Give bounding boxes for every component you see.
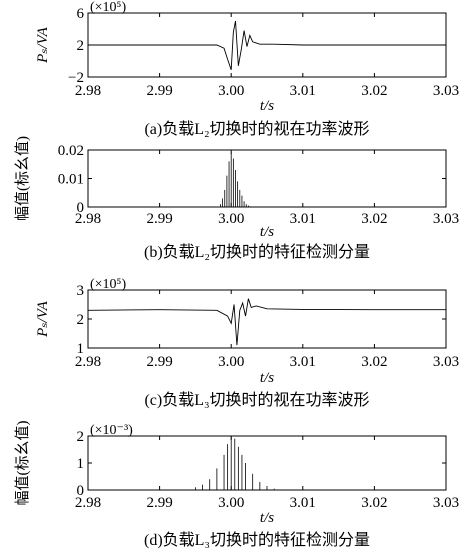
panel-b: 2.98 2.99 3.00 3.01 3.02 3.03 0 0.01 0.02 t/s 幅值(标… (14, 136, 459, 261)
y-axis-label: 幅值(标幺值) (14, 136, 31, 221)
x-tick-label: 3.00 (218, 83, 244, 99)
x-axis-label: t/s (260, 370, 274, 386)
y-tick-label: 1 (77, 341, 85, 357)
y-tick-label: 2 (77, 38, 85, 54)
panel-caption: (c)负载L₃切换时的视在功率波形 (144, 391, 369, 409)
series-line-c (87, 298, 446, 346)
axis-multiplier: (×10⁵) (90, 0, 126, 15)
panel-caption: (a)负载L₂切换时的视在功率波形 (144, 120, 369, 138)
x-tick-label: 3.00 (218, 354, 244, 370)
x-tick-label: 3.02 (361, 354, 387, 370)
axis-multiplier: (×10⁻³) (90, 423, 133, 438)
x-axis-label: t/s (260, 224, 274, 240)
x-tick-label: 2.99 (146, 83, 172, 99)
y-tick-label: 6 (77, 6, 85, 22)
y-tick-label: 3 (77, 283, 85, 299)
panel-caption: (d)负载L₃切换时的特征检测分量 (144, 531, 370, 549)
x-tick-label: 2.98 (75, 211, 101, 227)
y-tick-label: −2 (68, 70, 84, 86)
panel-c: 2.98 2.99 3.00 3.01 3.02 3.03 1 2 3 (×10⁵) t/s Pₛ/V… (35, 277, 459, 409)
x-tick-label: 3.02 (361, 83, 387, 99)
y-tick-label: 0 (77, 483, 85, 499)
x-tick-label: 3.02 (361, 211, 387, 227)
x-tick-label: 2.98 (75, 354, 101, 370)
y-tick-label: 1 (77, 456, 85, 472)
x-tick-label: 3.03 (433, 211, 459, 227)
x-tick-label: 3.01 (290, 83, 316, 99)
x-tick-label: 3.02 (361, 495, 387, 511)
y-axis-label: Pₛ/VA (35, 300, 51, 337)
y-axis-label: 幅值(标幺值) (14, 421, 31, 506)
x-tick-label: 2.99 (146, 495, 172, 511)
x-tick-label: 3.01 (290, 495, 316, 511)
x-axis-label: t/s (260, 510, 274, 526)
x-tick-label: 2.98 (75, 495, 101, 511)
x-tick-label: 2.99 (146, 211, 172, 227)
x-tick-label: 3.01 (290, 354, 316, 370)
x-tick-label: 2.98 (75, 83, 101, 99)
x-tick-label: 3.00 (218, 211, 244, 227)
y-tick-label: 0 (77, 200, 85, 216)
x-axis-label: t/s (260, 98, 274, 114)
x-tick-label: 3.00 (218, 495, 244, 511)
series-line-a (88, 20, 446, 70)
panel-d: 2.98 2.99 3.00 3.01 3.02 3.03 0 1 2 (×10⁻³) t/s 幅值(… (14, 421, 459, 550)
y-tick-label: 0.02 (58, 143, 84, 159)
axes-frame-d (87, 435, 447, 491)
y-tick-label: 0.01 (58, 172, 84, 188)
x-tick-label: 3.03 (433, 83, 459, 99)
panel-caption: (b)负载L₂切换时的特征检测分量 (144, 243, 370, 261)
x-tick-label: 3.03 (433, 495, 459, 511)
x-tick-label: 3.01 (290, 211, 316, 227)
axes-frame-c (87, 289, 447, 349)
axis-multiplier: (×10⁵) (90, 277, 126, 292)
y-tick-label: 2 (77, 429, 85, 445)
panel-a: 2.98 2.99 3.00 3.01 3.02 3.03 −2 2 6 (×10⁵) t/s Pₛ/… (35, 0, 459, 138)
x-tick-label: 3.03 (433, 354, 459, 370)
axes-frame-b (87, 149, 447, 208)
y-axis-label: Pₛ/VA (35, 26, 51, 63)
y-tick-label: 2 (77, 312, 85, 328)
x-tick-label: 2.99 (146, 354, 172, 370)
